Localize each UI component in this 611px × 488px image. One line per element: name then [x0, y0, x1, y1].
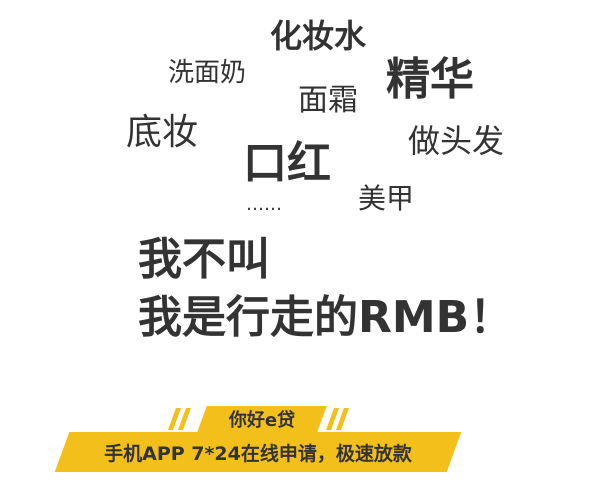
word-ximiannai: 洗面奶: [168, 58, 247, 88]
headline-line2: 我是行走的RMB！: [138, 292, 514, 343]
tag-title: 你好e贷: [228, 410, 296, 431]
word-huazhuangshui: 化妆水: [270, 17, 367, 55]
word-dizhuang: 底妆: [126, 112, 199, 153]
word-kouhong: 口红: [243, 138, 331, 189]
word-mianshuang: 面霜: [298, 83, 358, 118]
left-stripes-decoration: [167, 408, 198, 434]
word-jinghua: 精华: [386, 54, 474, 105]
tag-subtitle: 手机APP 7*24在线申请，极速放款: [104, 442, 412, 465]
word-ellipsis: ……: [246, 194, 282, 215]
word-zuotoufa: 做头发: [408, 122, 505, 160]
headline-line1: 我不叫: [138, 234, 270, 285]
word-meijia: 美甲: [358, 182, 415, 215]
right-stripes-decoration: [325, 408, 356, 434]
